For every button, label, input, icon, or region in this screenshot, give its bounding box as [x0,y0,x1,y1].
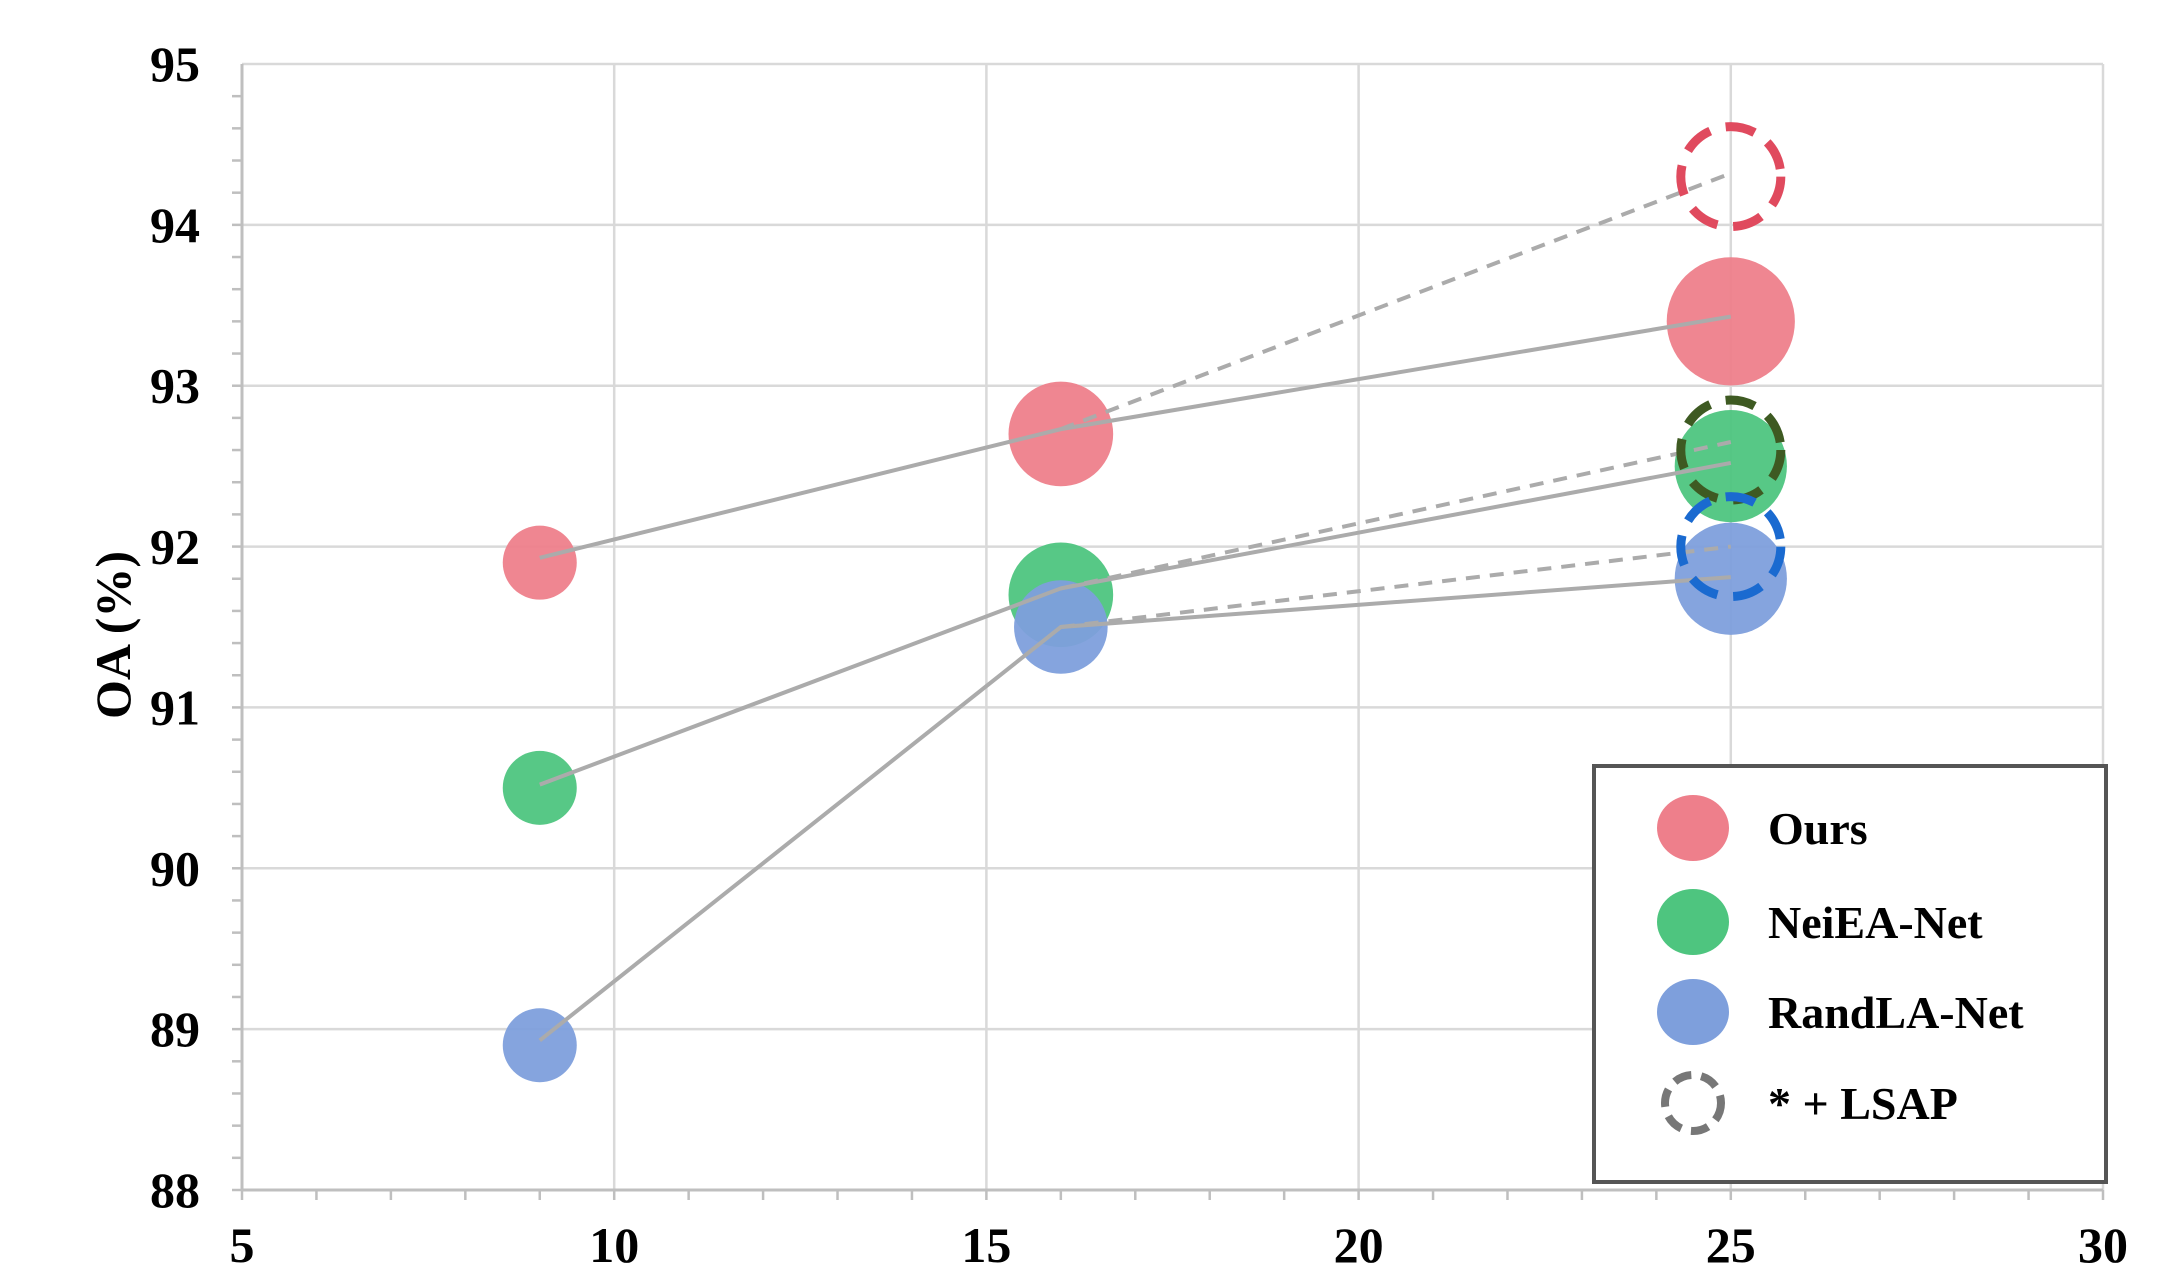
y-tick-label: 95 [150,36,200,92]
axes [232,64,2105,1200]
y-tick-label: 92 [150,519,200,575]
legend-marker [1657,795,1729,861]
lsap-trend-line [1060,171,1732,432]
x-tick-label: 30 [2078,1217,2128,1273]
x-tick-label: 25 [1706,1217,1756,1273]
lsap-marker [1676,122,1786,232]
bubble-neiea-net [502,750,577,825]
x-tick-label: 20 [1334,1217,1384,1273]
legend: Ours NeiEA-Net RandLA-Net * + LSAP [1592,764,2108,1184]
y-tick-labels: 88 89 90 91 92 93 94 95 [150,36,200,1218]
trend-line [539,460,1732,787]
lsap-trend-line [1060,440,1732,591]
y-tick-label: 88 [150,1162,200,1218]
bubble-ours [1008,381,1114,487]
lsap-marker [1676,492,1786,602]
y-tick-label: 94 [150,197,200,253]
legend-label: Ours [1768,803,1868,854]
trend-lines [538,171,1732,1042]
x-tick-labels: 5 10 15 20 25 30 [230,1217,2129,1273]
x-tick-label: 10 [589,1217,639,1273]
legend-label: NeiEA-Net [1768,897,1983,948]
legend-marker [1657,979,1729,1045]
trend-line [539,314,1732,560]
trend-line [538,575,1731,1042]
x-tick-label: 15 [961,1217,1011,1273]
lsap-trend-line [1060,544,1732,629]
y-axis-label: OA (%) [85,551,141,719]
y-tick-label: 90 [150,840,200,896]
x-tick-label: 5 [230,1217,255,1273]
legend-label: RandLA-Net [1768,987,2024,1038]
legend-marker-lsap [1661,1071,1725,1135]
y-tick-label: 91 [150,679,200,735]
lsap-marker [1676,395,1786,505]
legend-marker [1657,889,1729,955]
bubble-ours [502,525,577,600]
bubble-ours [1666,257,1795,386]
y-tick-label: 89 [150,1001,200,1057]
y-tick-label: 93 [150,358,200,414]
lsap-markers [1676,122,1786,602]
legend-label: * + LSAP [1768,1078,1958,1129]
